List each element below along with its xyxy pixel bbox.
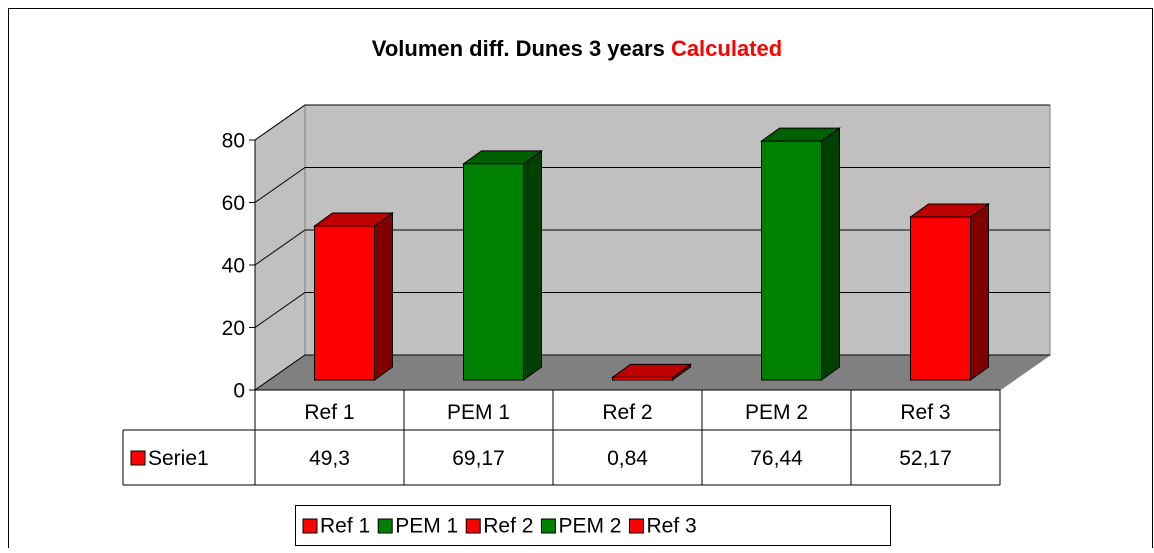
legend-key	[465, 518, 481, 534]
table-value: 49,3	[309, 447, 350, 470]
y-tick-label: 40	[222, 255, 245, 278]
table-series-name: Serie1	[148, 447, 209, 470]
title-highlight: Calculated	[671, 36, 782, 61]
legend-label: PEM 2	[558, 515, 621, 538]
table-value: 69,17	[452, 447, 505, 470]
legend-key	[302, 518, 318, 534]
bar	[314, 225, 375, 381]
legend-label: Ref 2	[483, 515, 533, 538]
table-value: 0,84	[607, 447, 648, 470]
bar	[612, 376, 673, 381]
grid-line	[254, 104, 1050, 141]
table-category: Ref 1	[304, 401, 354, 424]
legend-label: Ref 1	[320, 515, 370, 538]
bar	[463, 163, 524, 381]
table-category: PEM 1	[447, 401, 510, 424]
y-tick-label: 80	[222, 130, 245, 153]
bar-side	[970, 202, 989, 381]
table-category: PEM 2	[745, 401, 808, 424]
bar-side	[523, 149, 542, 381]
legend-key	[377, 518, 393, 534]
legend-box	[295, 505, 891, 546]
legend-label: PEM 1	[395, 515, 458, 538]
bar	[910, 216, 971, 381]
table-value: 76,44	[750, 447, 803, 470]
bar-side	[374, 211, 393, 381]
legend-key	[628, 518, 644, 534]
title-main: Volumen diff. Dunes 3 years	[372, 36, 665, 61]
table-legend-key	[130, 450, 146, 466]
bar-side	[821, 127, 840, 381]
table-category: Ref 2	[602, 401, 652, 424]
bar	[761, 140, 822, 381]
y-tick-label: 0	[233, 380, 245, 403]
y-tick-label: 60	[222, 192, 245, 215]
table-category: Ref 3	[900, 401, 950, 424]
legend-key	[540, 518, 556, 534]
legend-label: Ref 3	[646, 515, 696, 538]
table-value: 52,17	[899, 447, 952, 470]
chart-title: Volumen diff. Dunes 3 years Calculated	[372, 36, 782, 61]
y-tick-label: 20	[222, 317, 245, 340]
